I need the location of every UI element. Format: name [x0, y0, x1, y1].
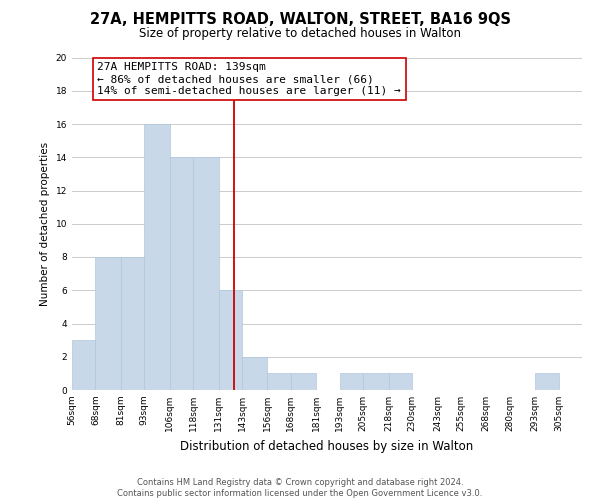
- Bar: [291, 374, 316, 390]
- Bar: [144, 124, 170, 390]
- Text: 27A HEMPITTS ROAD: 139sqm
← 86% of detached houses are smaller (66)
14% of semi-: 27A HEMPITTS ROAD: 139sqm ← 86% of detac…: [97, 62, 401, 96]
- Bar: [340, 374, 363, 390]
- Bar: [95, 257, 121, 390]
- Bar: [389, 374, 412, 390]
- Bar: [72, 340, 95, 390]
- Bar: [121, 257, 144, 390]
- Bar: [268, 374, 291, 390]
- Y-axis label: Number of detached properties: Number of detached properties: [40, 142, 50, 306]
- Bar: [363, 374, 389, 390]
- Text: Size of property relative to detached houses in Walton: Size of property relative to detached ho…: [139, 28, 461, 40]
- Bar: [535, 374, 559, 390]
- Bar: [242, 357, 268, 390]
- Text: 27A, HEMPITTS ROAD, WALTON, STREET, BA16 9QS: 27A, HEMPITTS ROAD, WALTON, STREET, BA16…: [89, 12, 511, 28]
- Bar: [170, 157, 193, 390]
- Bar: [218, 290, 242, 390]
- Bar: [193, 157, 218, 390]
- Text: Contains HM Land Registry data © Crown copyright and database right 2024.
Contai: Contains HM Land Registry data © Crown c…: [118, 478, 482, 498]
- X-axis label: Distribution of detached houses by size in Walton: Distribution of detached houses by size …: [181, 440, 473, 452]
